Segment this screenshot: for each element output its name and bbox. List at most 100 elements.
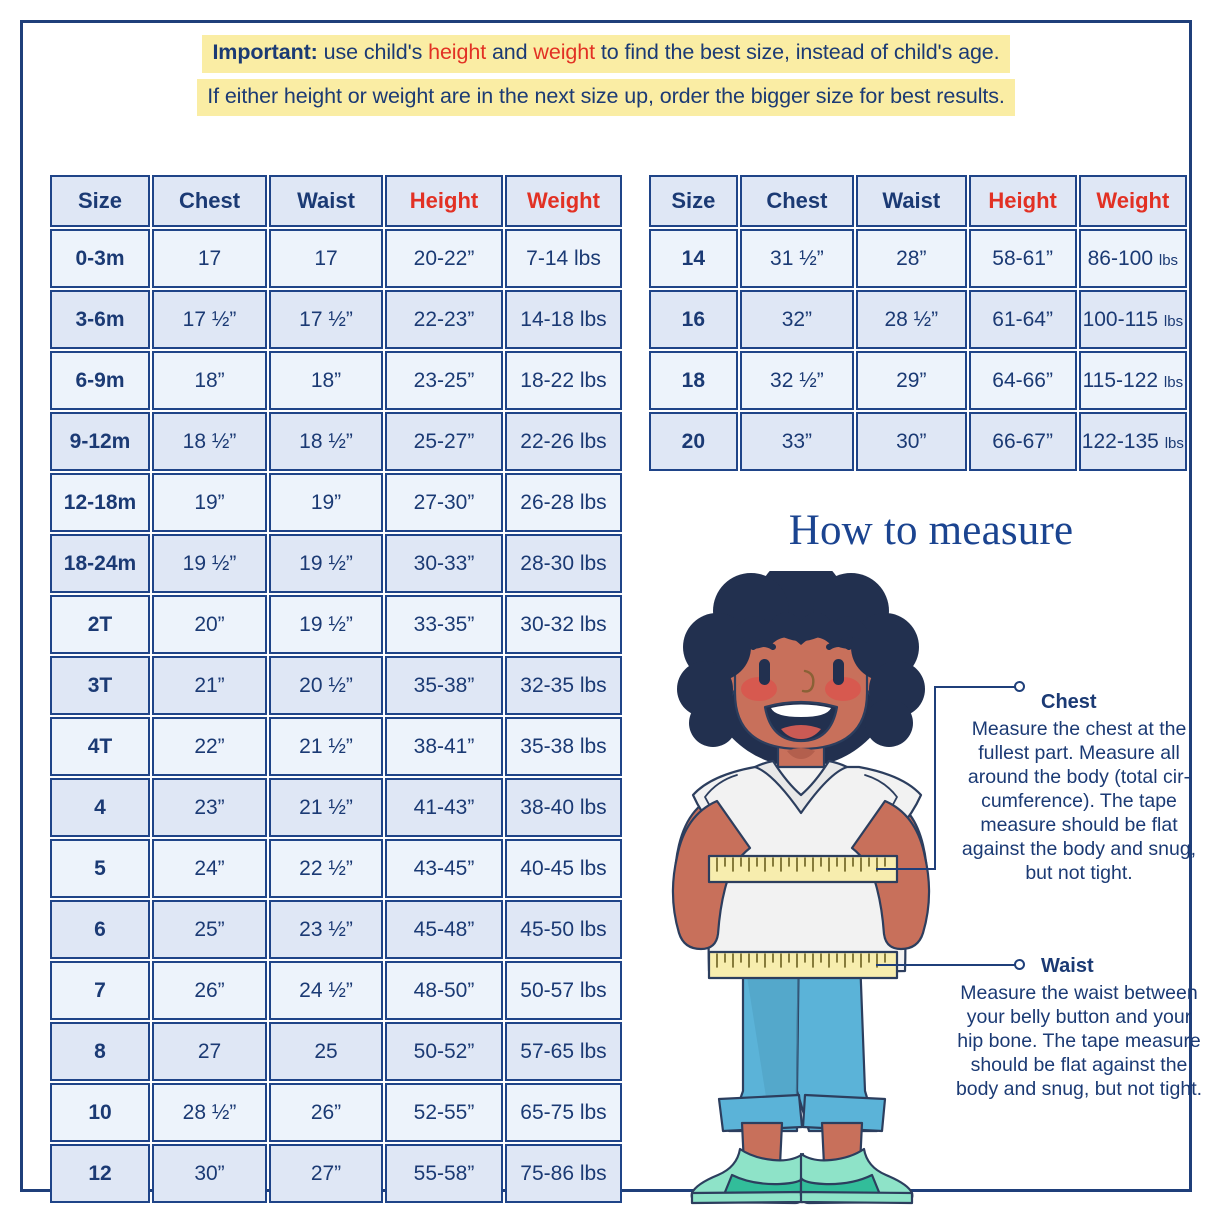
- cell-weight: 50-57 lbs: [505, 961, 622, 1020]
- table-row: 4 23” 21 ½” 41-43” 38-40 lbs: [50, 778, 622, 837]
- cell-weight: 100-115 lbs: [1078, 290, 1187, 349]
- cell-height: 22-23”: [385, 290, 503, 349]
- banner-text-a: use child's: [317, 40, 429, 64]
- cell-chest: 31 ½”: [739, 229, 855, 288]
- banner-line-2-wrapper: If either height or weight are in the ne…: [23, 78, 1189, 116]
- cell-size: 18-24m: [50, 534, 150, 593]
- cell-height: 55-58”: [385, 1144, 503, 1203]
- cell-weight: 14-18 lbs: [505, 290, 622, 349]
- cell-size: 7: [50, 961, 150, 1020]
- cell-waist: 22 ½”: [269, 839, 383, 898]
- cell-weight: 32-35 lbs: [505, 656, 622, 715]
- cell-size: 6-9m: [50, 351, 150, 410]
- cell-size: 18: [649, 351, 738, 410]
- cell-height: 35-38”: [385, 656, 503, 715]
- header-chest: Chest: [739, 175, 855, 227]
- cell-size: 6: [50, 900, 150, 959]
- waist-callout-title: Waist: [1041, 955, 1094, 977]
- cell-size: 8: [50, 1022, 150, 1081]
- cell-size: 0-3m: [50, 229, 150, 288]
- cell-weight: 45-50 lbs: [505, 900, 622, 959]
- header-chest: Chest: [152, 175, 267, 227]
- cell-weight: 35-38 lbs: [505, 717, 622, 776]
- cell-chest: 25”: [152, 900, 267, 959]
- cell-height: 20-22”: [385, 229, 503, 288]
- header-size: Size: [50, 175, 150, 227]
- table-row: 20 33” 30” 66-67” 122-135 lbs: [649, 412, 1187, 471]
- cell-chest: 33”: [739, 412, 855, 471]
- cell-waist: 18”: [269, 351, 383, 410]
- header-height: Height: [385, 175, 503, 227]
- table-row: 7 26” 24 ½” 48-50” 50-57 lbs: [50, 961, 622, 1020]
- cell-weight: 18-22 lbs: [505, 351, 622, 410]
- cell-weight: 75-86 lbs: [505, 1144, 622, 1203]
- header-weight: Weight: [505, 175, 622, 227]
- size-table-left: Size Chest Waist Height Weight 0-3m 17 1…: [48, 173, 624, 1205]
- header-waist: Waist: [856, 175, 967, 227]
- cell-height: 61-64”: [968, 290, 1077, 349]
- cell-waist: 21 ½”: [269, 717, 383, 776]
- cell-height: 48-50”: [385, 961, 503, 1020]
- banner-text-b: and: [486, 40, 534, 64]
- cell-height: 50-52”: [385, 1022, 503, 1081]
- cell-weight: 57-65 lbs: [505, 1022, 622, 1081]
- cell-waist: 17 ½”: [269, 290, 383, 349]
- cell-height: 38-41”: [385, 717, 503, 776]
- cell-waist: 26”: [269, 1083, 383, 1142]
- cell-size: 16: [649, 290, 738, 349]
- cell-size: 9-12m: [50, 412, 150, 471]
- cell-chest: 32 ½”: [739, 351, 855, 410]
- chest-callout-title: Chest: [1041, 691, 1097, 713]
- cell-height: 58-61”: [968, 229, 1077, 288]
- waist-leader-horizontal: [876, 964, 1016, 966]
- cell-chest: 21”: [152, 656, 267, 715]
- weight-value: 100-115: [1082, 307, 1159, 331]
- cell-weight: 65-75 lbs: [505, 1083, 622, 1142]
- table-row: 6 25” 23 ½” 45-48” 45-50 lbs: [50, 900, 622, 959]
- cell-chest: 27: [152, 1022, 267, 1081]
- header-size: Size: [649, 175, 738, 227]
- table-row: 2T 20” 19 ½” 33-35” 30-32 lbs: [50, 595, 622, 654]
- table-left-header-row: Size Chest Waist Height Weight: [50, 175, 622, 227]
- table-row: 10 28 ½” 26” 52-55” 65-75 lbs: [50, 1083, 622, 1142]
- weight-unit: lbs: [1163, 312, 1184, 330]
- weight-value: 86-100: [1087, 246, 1154, 270]
- cell-waist: 28”: [856, 229, 967, 288]
- cell-size: 12: [50, 1144, 150, 1203]
- cell-waist: 20 ½”: [269, 656, 383, 715]
- cell-chest: 19 ½”: [152, 534, 267, 593]
- banner-weight-word: weight: [533, 40, 595, 64]
- cell-size: 4: [50, 778, 150, 837]
- banner-line-2: If either height or weight are in the ne…: [197, 78, 1015, 116]
- cell-waist: 28 ½”: [856, 290, 967, 349]
- important-banner: Important: use child's height and weight…: [23, 35, 1189, 116]
- cell-chest: 19”: [152, 473, 267, 532]
- weight-unit: lbs: [1158, 251, 1179, 269]
- table-row: 16 32” 28 ½” 61-64” 100-115 lbs: [649, 290, 1187, 349]
- chest-leader-dot: [1014, 681, 1025, 692]
- chest-callout: Chest Measure the chest at the fullest p…: [953, 691, 1205, 886]
- cell-waist: 18 ½”: [269, 412, 383, 471]
- banner-important-label: Important:: [212, 40, 318, 64]
- table-row: 0-3m 17 17 20-22” 7-14 lbs: [50, 229, 622, 288]
- cell-weight: 26-28 lbs: [505, 473, 622, 532]
- chest-leader-vertical: [934, 686, 936, 870]
- cell-waist: 19 ½”: [269, 595, 383, 654]
- cell-chest: 24”: [152, 839, 267, 898]
- cell-weight: 28-30 lbs: [505, 534, 622, 593]
- cell-chest: 17 ½”: [152, 290, 267, 349]
- cell-height: 27-30”: [385, 473, 503, 532]
- cell-chest: 26”: [152, 961, 267, 1020]
- cell-chest: 30”: [152, 1144, 267, 1203]
- cell-weight: 86-100 lbs: [1078, 229, 1187, 288]
- cell-size: 10: [50, 1083, 150, 1142]
- cell-weight: 22-26 lbs: [505, 412, 622, 471]
- header-weight: Weight: [1078, 175, 1187, 227]
- header-waist: Waist: [269, 175, 383, 227]
- table-row: 14 31 ½” 28” 58-61” 86-100 lbs: [649, 229, 1187, 288]
- weight-value: 122-135: [1081, 429, 1159, 453]
- cell-height: 23-25”: [385, 351, 503, 410]
- waist-callout-text: Measure the waist be­tween your belly bu…: [955, 982, 1203, 1100]
- table-row: 3-6m 17 ½” 17 ½” 22-23” 14-18 lbs: [50, 290, 622, 349]
- cell-weight: 115-122 lbs: [1078, 351, 1187, 410]
